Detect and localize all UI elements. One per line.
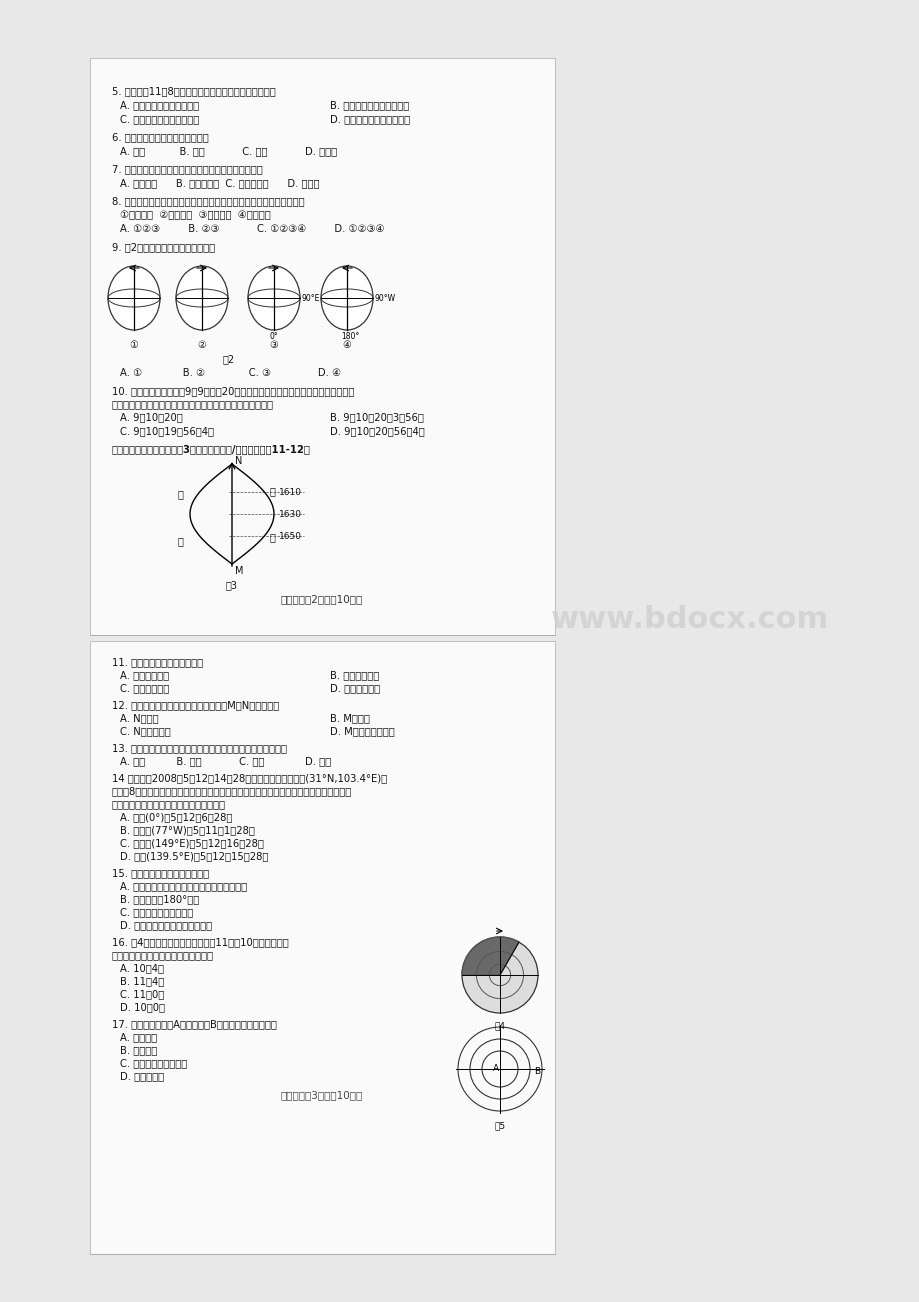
Text: 图5: 图5 [494, 1121, 505, 1130]
Text: A. 南半球中纬度: A. 南半球中纬度 [119, 671, 169, 680]
Text: D. 东京(139.5°E)，5月12日15时28分: D. 东京(139.5°E)，5月12日15时28分 [119, 852, 268, 861]
Text: D. 10日0时: D. 10日0时 [119, 1003, 165, 1012]
Text: C. 东南方日出，西南方日落: C. 东南方日出，西南方日落 [119, 115, 199, 124]
Text: 16. 图4所示，同一时刻地球上处于11日和10日的范围，箭: 16. 图4所示，同一时刻地球上处于11日和10日的范围，箭 [112, 937, 289, 947]
Text: 生里氏8级地震，中国政府迅速组织救援队赶赴灾区救援，国际社会也纷纷伸出援助之手。: 生里氏8级地震，中国政府迅速组织救援队赶赴灾区救援，国际社会也纷纷伸出援助之手。 [112, 786, 352, 796]
Text: 6. 下列能源与太阳辐射能无关的是: 6. 下列能源与太阳辐射能无关的是 [112, 132, 209, 142]
Text: C. 11日0时: C. 11日0时 [119, 990, 165, 999]
Text: 地震发生时下列各地区区时的判断错误的是: 地震发生时下列各地区区时的判断错误的是 [112, 799, 226, 809]
Text: D. 东南方日出，西北方日落: D. 东南方日出，西北方日落 [330, 115, 410, 124]
Text: C. 9月10日19时56分4秒: C. 9月10日19时56分4秒 [119, 426, 214, 436]
Text: 11. 该图上邻区域所示位置位于: 11. 该图上邻区域所示位置位于 [112, 658, 203, 667]
Text: D. 9月10日20时56分4秒: D. 9月10日20时56分4秒 [330, 426, 425, 436]
Text: 图3: 图3 [226, 579, 238, 590]
Text: A. 一直向东: A. 一直向东 [119, 1032, 157, 1042]
Text: B. 11日4时: B. 11日4时 [119, 976, 165, 986]
Text: 1630: 1630 [278, 510, 301, 519]
Text: ②: ② [198, 340, 206, 350]
Text: 8. 你认为下列哪些部门应加强对太阳活动的研究和关注太阳活动的预报: 8. 你认为下列哪些部门应加强对太阳活动的研究和关注太阳活动的预报 [112, 197, 304, 206]
Text: 14 北京时间2008年5月12日14时28分，中国四川省汶川县(31°N,103.4°E)发: 14 北京时间2008年5月12日14时28分，中国四川省汶川县(31°N,10… [112, 773, 387, 783]
Text: A: A [493, 1064, 498, 1073]
Text: 7. 维持地表温度，促使大气运动、水循环的主要动力是: 7. 维持地表温度，促使大气运动、水循环的主要动力是 [112, 164, 263, 174]
Text: ①: ① [130, 340, 138, 350]
Text: ①通信部门  ②航天部门  ③气象部门  ④钢铁部门: ①通信部门 ②航天部门 ③气象部门 ④钢铁部门 [119, 210, 270, 220]
Text: 10. 南京紫金山天文台于9月9日晚上20时，将一台天文望远镜对准织女星，并保持望: 10. 南京紫金山天文台于9月9日晚上20时，将一台天文望远镜对准织女星，并保持… [112, 385, 354, 396]
Text: 高一地理第2页（共10页）: 高一地理第2页（共10页） [280, 594, 363, 604]
Text: 1610: 1610 [278, 488, 301, 497]
Text: A. ①             B. ②              C. ③               D. ④: A. ① B. ② C. ③ D. ④ [119, 368, 341, 378]
Text: 图2: 图2 [222, 354, 235, 365]
Text: A. 正北方日出，正北方日落: A. 正北方日出，正北方日落 [119, 100, 199, 109]
Text: A. 北侧          B. 南侧            C. 东侧             D. 西侧: A. 北侧 B. 南侧 C. 东侧 D. 西侧 [119, 756, 331, 766]
Text: D. M线比周围地势高: D. M线比周围地势高 [330, 727, 394, 736]
Polygon shape [461, 937, 518, 975]
Bar [90, 59, 554, 635]
Text: M: M [234, 566, 244, 575]
Text: 180°: 180° [341, 332, 358, 341]
Text: D. 日界线东侧日期比西侧晚一天: D. 日界线东侧日期比西侧晚一天 [119, 921, 212, 930]
Text: ③: ③ [269, 340, 278, 350]
Text: A. N为山谷: A. N为山谷 [119, 713, 158, 723]
Text: 乙: 乙 [177, 536, 184, 546]
Text: 远镜位置和一切状况不变，该望远镜次日对准织女星的时刻是: 远镜位置和一切状况不变，该望远镜次日对准织女星的时刻是 [112, 398, 274, 409]
Text: www.bdocx.com: www.bdocx.com [550, 605, 828, 634]
Text: D. 南半球高纬度: D. 南半球高纬度 [330, 684, 380, 693]
Text: B. 华盛顿(77°W)，5月11日1时28分: B. 华盛顿(77°W)，5月11日1时28分 [119, 825, 255, 835]
Text: 高一地理第3页（共10页）: 高一地理第3页（共10页） [280, 1090, 363, 1100]
Text: N: N [234, 456, 242, 466]
Text: A. 10日4时: A. 10日4时 [119, 963, 164, 973]
Text: C. 先向西北，再向西南: C. 先向西北，再向西南 [119, 1059, 187, 1068]
Text: 甲: 甲 [269, 533, 276, 542]
Text: 头表示地球自转方向，此时北京时间是: 头表示地球自转方向，此时北京时间是 [112, 950, 214, 960]
Text: A. 日界线的东侧是东十二区，西侧是西十二区: A. 日界线的东侧是东十二区，西侧是西十二区 [119, 881, 247, 891]
Text: 90°W: 90°W [375, 294, 396, 303]
Text: 90°E: 90°E [301, 294, 320, 303]
Ellipse shape [248, 266, 300, 329]
Text: 0°: 0° [269, 332, 278, 341]
Text: C. 日界线是新一天的开始: C. 日界线是新一天的开始 [119, 907, 193, 917]
Text: C. N线发育河流: C. N线发育河流 [119, 727, 171, 736]
Ellipse shape [108, 266, 160, 329]
Ellipse shape [321, 266, 372, 329]
Text: 9. 图2中正确表示地球自转方向的是: 9. 图2中正确表示地球自转方向的是 [112, 242, 215, 253]
Text: C. 北半球高纬度: C. 北半球高纬度 [119, 684, 169, 693]
Bar [90, 641, 554, 1254]
Text: D. 一直向东南: D. 一直向东南 [119, 1072, 164, 1081]
Text: B. 一直向北: B. 一直向北 [119, 1046, 157, 1055]
Text: A. 沼气           B. 煤炭            C. 石油            D. 地热能: A. 沼气 B. 煤炭 C. 石油 D. 地热能 [119, 146, 336, 156]
Text: A. 9月10日20时: A. 9月10日20时 [119, 411, 183, 422]
Text: 1650: 1650 [278, 533, 301, 542]
Text: A. 伦敦(0°)，5月12日6时28分: A. 伦敦(0°)，5月12日6时28分 [119, 812, 233, 822]
Text: 15. 关于日界线的叙述，正确的是: 15. 关于日界线的叙述，正确的是 [112, 868, 209, 878]
Circle shape [461, 937, 538, 1013]
Text: A. 太阳活动      B. 太阳辐射能  C. 地面辐射能      D. 重力能: A. 太阳活动 B. 太阳辐射能 C. 地面辐射能 D. 重力能 [119, 178, 319, 187]
Text: 13. 一辆由杭州开往长沙的列车，车轮对哪一侧的铁轨磨损较大: 13. 一辆由杭州开往长沙的列车，车轮对哪一侧的铁轨磨损较大 [112, 743, 287, 753]
Text: 丁: 丁 [269, 486, 276, 496]
Text: B. M为山谷: B. M为山谷 [330, 713, 369, 723]
Text: B. 9月10日20时3分56秒: B. 9月10日20时3分56秒 [330, 411, 424, 422]
Text: C. 堪培拉(149°E)，5月12日16时28分: C. 堪培拉(149°E)，5月12日16时28分 [119, 838, 264, 848]
Text: 5. 下列关于11月8日南阳日出、日落方位的判断正确的是: 5. 下列关于11月8日南阳日出、日落方位的判断正确的是 [112, 86, 276, 96]
Text: B: B [533, 1068, 539, 1075]
Ellipse shape [176, 266, 228, 329]
Text: 图4: 图4 [494, 1021, 505, 1030]
Text: 丙: 丙 [177, 490, 184, 499]
Text: ④: ④ [342, 340, 351, 350]
Text: 据地球自转平均速度图（图3）（单位：千米/小时），回答11-12题: 据地球自转平均速度图（图3）（单位：千米/小时），回答11-12题 [112, 444, 311, 454]
Text: 12. 图中等值线弯曲由地势高低引起，则M和N一线不可能: 12. 图中等值线弯曲由地势高低引起，则M和N一线不可能 [112, 700, 279, 710]
Text: B. 日界线就是180°经线: B. 日界线就是180°经线 [119, 894, 199, 904]
Text: B. 北半球低纬度: B. 北半球低纬度 [330, 671, 379, 680]
Text: A. ①②③         B. ②③            C. ①②③④         D. ①②③④: A. ①②③ B. ②③ C. ①②③④ D. ①②③④ [119, 224, 384, 234]
Text: 17. 如果一架飞机从A地出发飞往B地，最近的飞行方向为: 17. 如果一架飞机从A地出发飞往B地，最近的飞行方向为 [112, 1019, 277, 1029]
Text: B. 东北方日出，西北方日落: B. 东北方日出，西北方日落 [330, 100, 409, 109]
